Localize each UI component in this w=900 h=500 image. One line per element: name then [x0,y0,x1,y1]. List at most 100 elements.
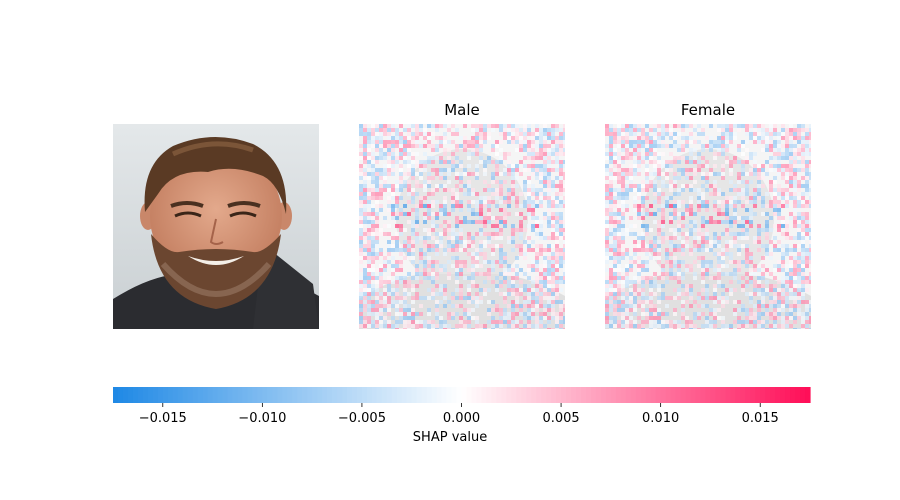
shap-cell [641,160,645,164]
shap-cell [455,148,459,152]
shap-cell [621,312,625,316]
shap-cell [633,200,637,204]
shap-cell [701,256,705,260]
shap-cell [689,264,693,268]
shap-cell [391,184,395,188]
shap-cell [789,280,793,284]
shap-cell [745,200,749,204]
shap-cell [661,164,665,168]
shap-cell [555,204,559,208]
shap-cell [729,260,733,264]
shap-cell [625,152,629,156]
shap-cell [359,300,363,304]
shap-cell [765,320,769,324]
shap-cell [371,176,375,180]
shap-cell [375,136,379,140]
shap-cell [531,268,535,272]
shap-cell [399,176,403,180]
shap-cell [621,228,625,232]
shap-cell [697,316,701,320]
shap-cell [649,304,653,308]
shap-cell [463,328,467,329]
shap-cell [801,156,805,160]
shap-cell [725,264,729,268]
shap-cell [733,196,737,200]
shap-cell [673,236,677,240]
shap-cell [395,212,399,216]
shap-cell [701,288,705,292]
shap-cell [363,180,367,184]
shap-cell [797,140,801,144]
shap-cell [527,188,531,192]
shap-cell [765,132,769,136]
shap-cell [629,188,633,192]
shap-cell [475,328,479,329]
shap-cell [463,124,467,128]
shap-cell [463,320,467,324]
colorbar-swatch [197,387,204,403]
shap-cell [467,324,471,328]
shap-cell [617,188,621,192]
shap-cell [705,272,709,276]
shap-cell [605,316,609,320]
shap-cell [765,148,769,152]
shap-cell [415,144,419,148]
shap-cell [387,260,391,264]
shap-cell [547,220,551,224]
shap-cell [359,268,363,272]
shap-cell [387,152,391,156]
shap-cell [761,272,765,276]
shap-cell [645,276,649,280]
shap-cell [801,272,805,276]
shap-cell [785,132,789,136]
colorbar-swatch [292,387,298,403]
shap-cell [681,224,685,228]
shap-cell [653,188,657,192]
shap-cell [551,136,555,140]
shap-cell [499,236,503,240]
shap-cell [605,204,609,208]
shap-cell [491,124,495,128]
shap-cell [411,240,415,244]
shap-cell [443,204,447,208]
shap-cell [637,156,641,160]
shap-cell [471,280,475,284]
shap-cell [523,200,527,204]
shap-cell [507,268,511,272]
shap-cell [447,300,451,304]
shap-cell [363,276,367,280]
shap-cell [371,260,375,264]
shap-cell [805,144,809,148]
shap-cell [379,228,383,232]
shap-cell [701,204,705,208]
shap-cell [649,240,653,244]
shap-cell [609,328,613,329]
shap-cell [519,192,523,196]
shap-cell [785,200,789,204]
shap-cell [371,312,375,316]
shap-cell [559,224,563,228]
shap-cell [765,248,769,252]
shap-cell [447,240,451,244]
shap-cell [451,200,455,204]
shap-cell [471,268,475,272]
shap-cell [789,128,793,132]
shap-cell [717,244,721,248]
shap-cell [535,252,539,256]
shap-cell [527,236,531,240]
shap-cell [809,132,811,136]
shap-cell [797,132,801,136]
shap-cell [645,232,649,236]
shap-cell [415,328,419,329]
shap-cell [625,128,629,132]
shap-cell [467,172,471,176]
shap-cell [523,300,527,304]
shap-cell [661,296,665,300]
shap-cell [669,132,673,136]
shap-cell [689,220,693,224]
shap-cell [519,132,523,136]
shap-cell [399,308,403,312]
shap-cell [757,248,761,252]
shap-cell [733,260,737,264]
shap-cell [535,188,539,192]
